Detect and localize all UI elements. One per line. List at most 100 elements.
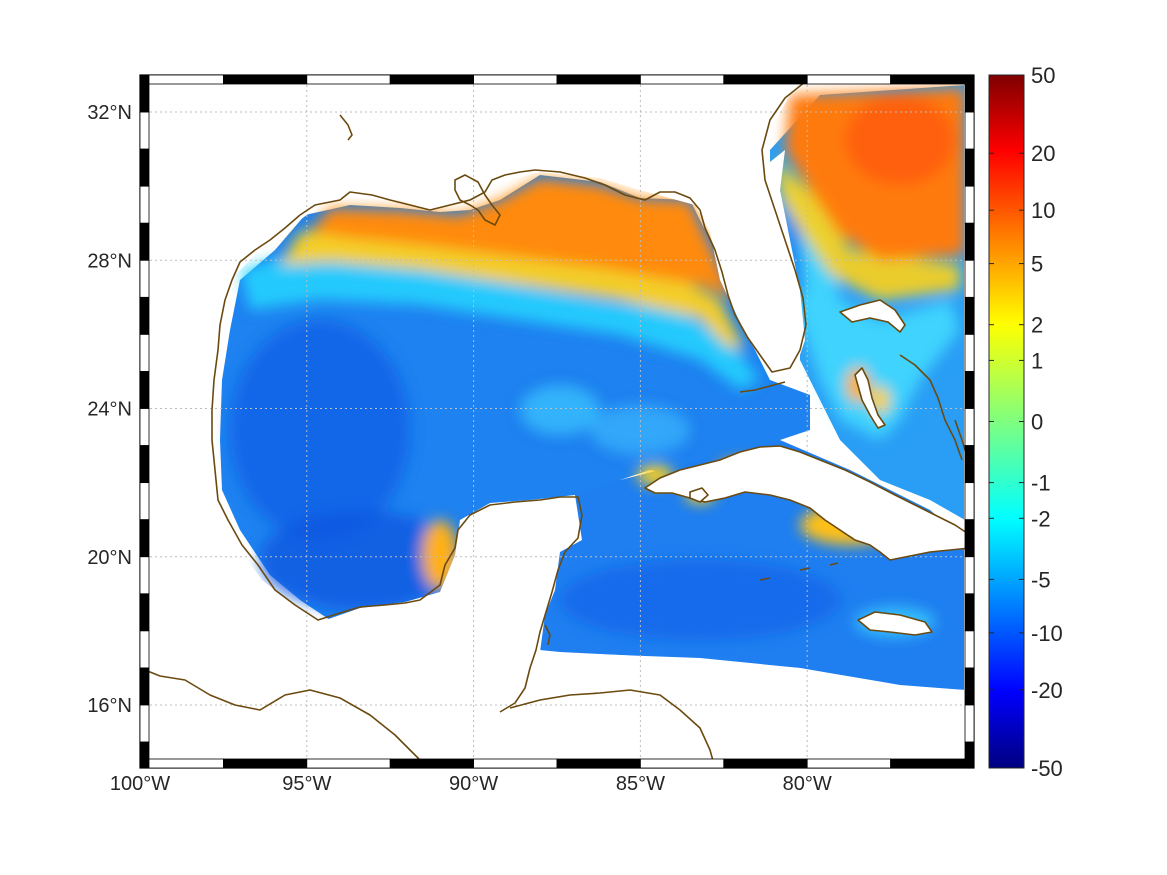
frame-segment-bottom [222,758,308,769]
frame-segment-bottom [890,758,975,769]
colorbar-tick-label: 1 [1031,348,1043,373]
frame-segment-top [640,74,725,85]
colorbar-tick-label: 0 [1031,410,1043,435]
frame-segment-right [964,259,975,298]
frame-segment-left [139,371,150,409]
frame-segment-right [964,482,975,521]
graticule [140,75,974,768]
us-south-mask [140,75,820,640]
us-gulf-coast [299,75,821,373]
bahamas-north [839,299,906,333]
frame-segment-top [306,74,391,85]
x-tick-label: 95°W [282,773,331,795]
colorbar-tick-label: -2 [1031,506,1051,531]
map-frame [139,74,975,769]
frame-segment-right [964,222,975,261]
frame-segment-right [964,111,975,150]
deep-blue-carib [560,560,840,640]
frame-segment-left [139,667,150,706]
frame-segment-right [964,519,975,558]
bahamas-andros [854,367,886,429]
frame-segment-left [139,148,150,187]
frame-segment-right [964,556,975,595]
isla-juventud [689,487,709,503]
jamaica [857,611,933,636]
frame-segment-top [806,74,892,85]
frame-segment-left [139,445,150,484]
frame-segment-top [389,74,475,85]
coastlines [140,75,971,768]
texas-islands [339,114,353,141]
y-tick-label: 32°N [87,102,132,124]
frame-segment-right [964,630,975,669]
colorbar-gradient [988,74,1025,769]
colorbar-tick-label: -50 [1031,756,1063,781]
frame-segment-top [139,74,224,85]
frame-segment-bottom [139,758,224,769]
colorbar-tick-label: -1 [1031,471,1051,496]
cayman [759,562,839,581]
colorbar-tick-label: 50 [1031,63,1055,88]
cyan-band-north [240,250,760,390]
frame-segment-left [139,259,150,298]
frame-segment-top [556,74,641,85]
y-tick-label: 28°N [87,250,132,272]
frame-segment-right [964,667,975,706]
frame-segment-right [964,371,975,409]
loop-current-cyan [520,385,600,435]
x-axis-labels: 100°W 95°W 90°W 85°W 80°W [110,773,832,795]
frame-segment-top [723,74,808,85]
frame-segment-left [139,296,150,335]
frame-segment-right [964,741,975,769]
yucatan-islands [544,624,551,646]
colorbar-tick-label: -10 [1031,621,1063,646]
colorbar-tick-label: 10 [1031,198,1055,223]
mexico-gulf-coast [211,214,583,713]
frame-segment-top [473,74,558,85]
frame-segment-left [139,593,150,632]
bahamas-east [899,354,963,461]
colorbar-tick-label: 2 [1031,313,1043,338]
frame-segment-right [964,334,975,372]
frame-segment-right [964,148,975,187]
frame-segment-bottom [306,758,391,769]
deep-blue-west [230,320,410,540]
frame-segment-right [964,445,975,484]
atlantic-red-core [845,95,955,185]
x-tick-label: 85°W [616,773,665,795]
colorbar-tick-label: 5 [1031,252,1043,277]
frame-segment-left [139,111,150,150]
orange-shelf [310,178,735,300]
florida-peninsula-mask [715,150,805,380]
mexico-mask [140,495,974,768]
y-tick-label: 24°N [87,399,132,421]
colorbar-tick-label: -5 [1031,567,1051,592]
x-tick-label: 90°W [449,773,498,795]
frame-segment-top [890,74,975,85]
frame-segment-left [139,519,150,558]
colorbar-tick-label: 20 [1031,141,1055,166]
frame-segment-right [964,593,975,632]
x-tick-label: 80°W [783,773,832,795]
frame-segment-bottom [556,758,641,769]
frame-segment-bottom [640,758,725,769]
yellow-shelf-edge [280,225,745,350]
frame-segment-left [139,741,150,769]
frame-segment-left [139,408,150,446]
x-tick-label: 100°W [110,773,170,795]
y-axis-labels: 32°N 28°N 24°N 20°N 16°N [87,102,132,717]
y-tick-label: 20°N [87,547,132,569]
frame-segment-right [964,74,975,113]
frame-segment-left [139,482,150,521]
y-tick-label: 16°N [87,695,132,717]
cuba-coast [644,445,971,561]
mississippi-delta [454,174,501,226]
frame-segment-top [222,74,308,85]
central-america-coast [140,667,431,768]
deep-blue-south [260,510,460,610]
colorbar-tick-label: -20 [1031,678,1063,703]
frame-segment-bottom [723,758,808,769]
